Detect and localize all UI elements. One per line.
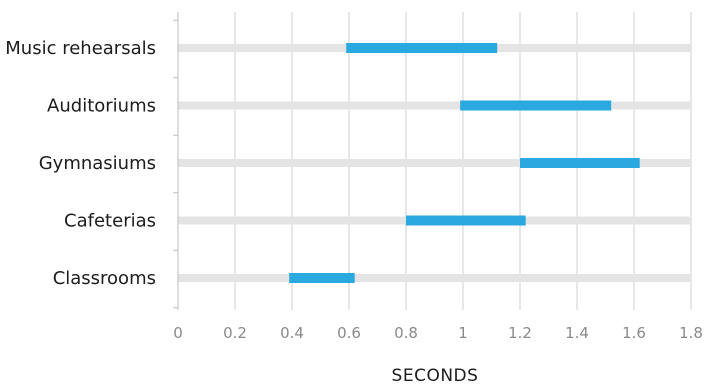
x-tick-label: 0.8 bbox=[394, 324, 418, 342]
x-tick-label: 1.6 bbox=[622, 324, 646, 342]
range-bar bbox=[460, 100, 612, 111]
range-bars bbox=[289, 43, 640, 283]
x-tick-label: 0.2 bbox=[223, 324, 247, 342]
x-tick-label: 0 bbox=[173, 324, 183, 342]
range-bar bbox=[520, 158, 640, 168]
category-label: Music rehearsals bbox=[5, 38, 156, 59]
category-labels: Music rehearsals Auditoriums Gymnasiums Caf… bbox=[5, 38, 156, 289]
range-bar bbox=[346, 43, 498, 53]
range-bar bbox=[406, 215, 526, 226]
range-bar bbox=[289, 273, 355, 283]
track-bar bbox=[178, 274, 691, 282]
category-label: Gymnasiums bbox=[39, 153, 156, 174]
x-tick-label: 1.2 bbox=[508, 324, 532, 342]
x-axis-title: SECONDS bbox=[392, 366, 479, 386]
y-axis bbox=[173, 12, 179, 310]
x-tick-label: 1.4 bbox=[565, 324, 589, 342]
x-tick-label: 0.4 bbox=[280, 324, 304, 342]
category-label: Auditoriums bbox=[47, 96, 156, 117]
x-tick-label: 1.8 bbox=[679, 324, 703, 342]
track-bar bbox=[178, 159, 691, 167]
x-tick-labels: 0 0.2 0.4 0.6 0.8 1 1.2 1.4 1.6 1.8 bbox=[173, 324, 703, 342]
track-bar bbox=[178, 101, 691, 110]
category-label: Classrooms bbox=[53, 268, 156, 289]
category-label: Cafeterias bbox=[64, 211, 156, 232]
x-tick-label: 0.6 bbox=[337, 324, 361, 342]
x-tick-label: 1 bbox=[458, 324, 468, 342]
